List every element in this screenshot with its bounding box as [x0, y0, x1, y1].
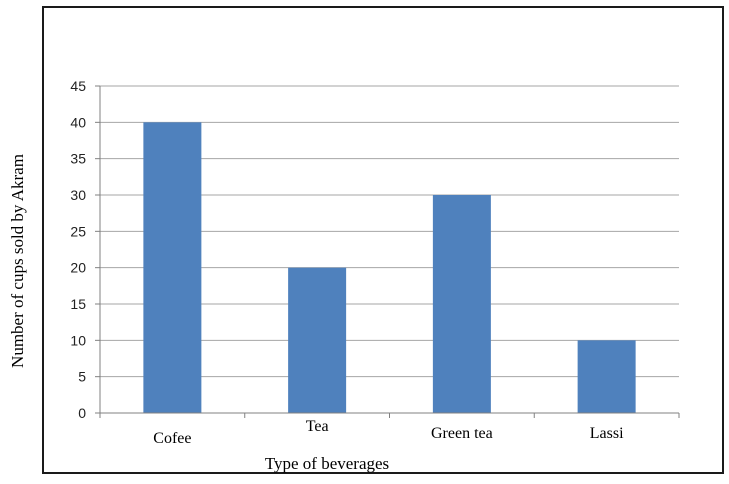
x-tick-label: Cofee: [153, 430, 191, 447]
bar-green-tea: [432, 195, 491, 413]
bars: [143, 122, 636, 413]
y-tick-label: 35: [70, 151, 86, 167]
y-tick-label: 45: [70, 78, 86, 94]
y-tick-label: 15: [70, 296, 86, 312]
y-tick-label: 5: [78, 369, 86, 385]
x-tick-label: Tea: [306, 418, 329, 435]
bar-tea: [288, 267, 347, 413]
x-tick-label: Green tea: [431, 425, 493, 442]
chart-border: [42, 6, 724, 474]
y-tick-label: 20: [70, 260, 86, 276]
x-tick-label: Lassi: [590, 425, 624, 442]
y-tick-label: 40: [70, 114, 86, 130]
x-axis-title: Type of beverages: [265, 454, 389, 473]
y-tick-label: 30: [70, 187, 86, 203]
y-tick-label: 10: [70, 332, 86, 348]
bar-lassi: [577, 340, 636, 413]
y-tick-label: 0: [78, 405, 86, 421]
bar-cofee: [143, 122, 202, 413]
y-tick-label: 25: [70, 223, 86, 239]
x-tick-labels: Cofee Tea Green tea Lassi: [99, 413, 680, 447]
y-tick-labels: 0 5 10 15 20 25 30 35 40 45: [70, 78, 100, 421]
y-axis-title: Number of cups sold by Akram: [8, 154, 27, 368]
